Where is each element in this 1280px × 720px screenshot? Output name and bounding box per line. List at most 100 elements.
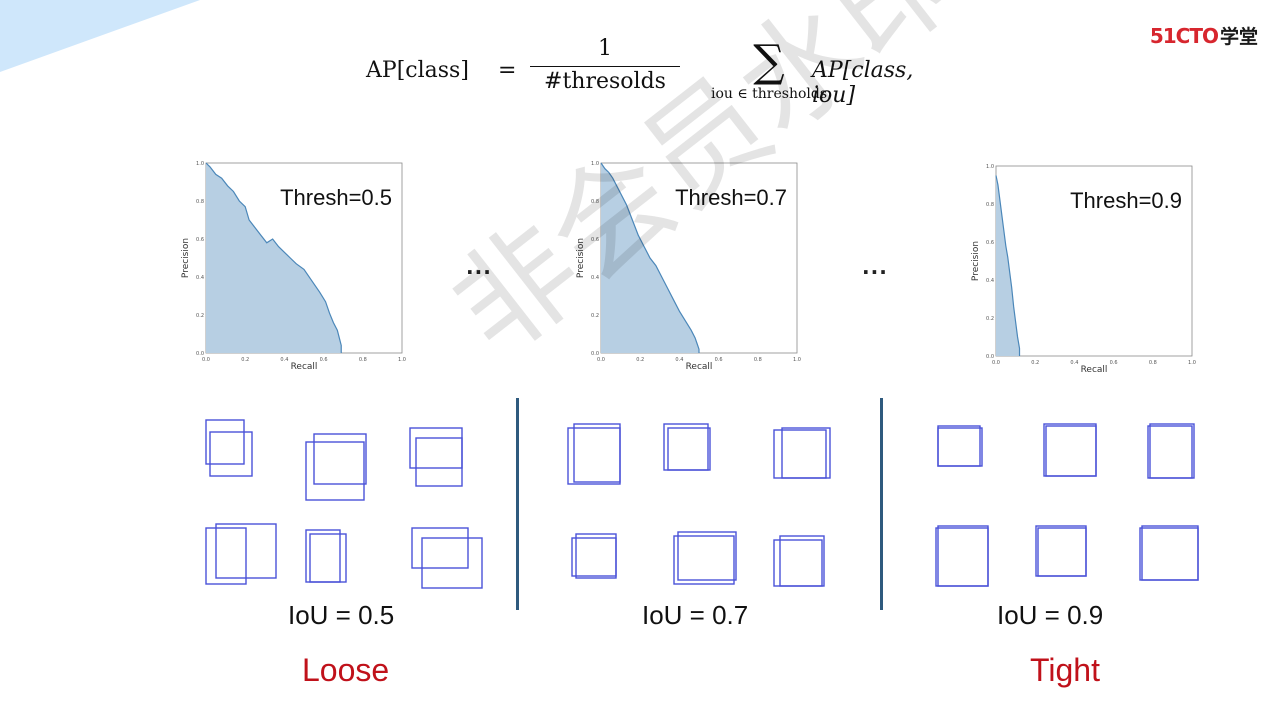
formula-denominator: #thresolds [544, 69, 666, 94]
pr-curve [205, 162, 342, 353]
pr-chart-thresh-0-5: 0.0 0.2 0.4 0.6 0.8 1.0 0.0 0.2 0.4 0.6 0.8 1.0 Reca… [181, 161, 406, 372]
iou-label-mid: IoU = 0.7 [642, 600, 749, 630]
bbox [1037, 527, 1087, 577]
formula-rhs-args: [class, iou] [812, 58, 914, 108]
iou-label-tight: IoU = 0.9 [997, 600, 1104, 630]
y-tick-label: 0.6 [591, 237, 599, 243]
x-tick-label: 0.8 [754, 357, 762, 363]
corner-decoration [0, 0, 200, 72]
y-tick-label: 0.4 [591, 275, 599, 281]
pr-curve [995, 175, 1021, 356]
ellipsis-1: ... [466, 255, 492, 279]
formula-rhs-prefix: AP [812, 58, 843, 83]
bbox [573, 423, 621, 483]
pr-area [206, 163, 342, 353]
bbox [937, 525, 989, 587]
bbox [571, 537, 617, 577]
y-tick-label: 1.0 [196, 161, 204, 167]
y-tick-label: 0.2 [196, 313, 204, 319]
column-divider-1 [516, 398, 519, 610]
bbox [1147, 425, 1193, 479]
plot-frame [995, 165, 1193, 357]
bbox [313, 433, 367, 485]
caption-tight: Tight [1030, 652, 1100, 688]
y-tick-label: 0.8 [986, 202, 994, 208]
bbox [937, 425, 981, 467]
bbox [781, 427, 831, 479]
bbox [305, 529, 341, 583]
bbox [1149, 423, 1195, 479]
bbox [421, 537, 483, 589]
x-axis-label: Recall [291, 362, 318, 372]
bbox [1139, 527, 1199, 581]
x-tick-label: 1.0 [398, 357, 406, 363]
pr-chart-thresh-0-9: 0.0 0.2 0.4 0.6 0.8 1.0 0.0 0.2 0.4 0.6 0.8 1.0 Reca… [971, 164, 1196, 375]
bbox [935, 527, 989, 587]
bounding-box-examples [205, 419, 1199, 589]
logo-suffix: 学堂 [1219, 26, 1258, 48]
y-tick-label: 0.0 [591, 351, 599, 357]
y-tick-label: 0.8 [591, 199, 599, 205]
y-tick-label: 0.0 [196, 351, 204, 357]
chart-title: Thresh=0.7 [675, 185, 787, 210]
bbox [773, 539, 823, 587]
bbox [567, 427, 621, 485]
x-tick-label: 0.2 [1031, 360, 1039, 366]
ellipsis-2: ... [862, 255, 888, 279]
y-tick-label: 0.8 [196, 199, 204, 205]
x-tick-label: 0.0 [992, 360, 1000, 366]
bbox [309, 533, 347, 583]
x-tick-label: 0.4 [280, 357, 288, 363]
x-tick-label: 0.8 [359, 357, 367, 363]
chart-title: Thresh=0.9 [1070, 188, 1182, 213]
bbox [415, 437, 463, 487]
bbox [677, 531, 737, 581]
x-axis-label: Recall [1081, 365, 1108, 375]
x-tick-label: 0.6 [1110, 360, 1118, 366]
x-tick-label: 0.4 [675, 357, 683, 363]
bbox [1141, 525, 1199, 581]
formula-lhs: AP[class] [366, 58, 469, 83]
bbox [1035, 525, 1087, 577]
y-tick-label: 0.0 [986, 354, 994, 360]
y-tick-label: 0.2 [591, 313, 599, 319]
formula-numerator: 1 [598, 36, 612, 61]
bbox [409, 427, 463, 469]
bbox [667, 427, 711, 471]
y-tick-label: 0.4 [196, 275, 204, 281]
y-tick-label: 0.2 [986, 316, 994, 322]
bbox [673, 535, 735, 585]
y-tick-label: 0.6 [986, 240, 994, 246]
x-axis-label: Recall [686, 362, 713, 372]
ap-formula: AP[class] = 1 #thresolds ∑ iou ∈ thresho… [340, 30, 940, 120]
x-tick-label: 0.0 [202, 357, 210, 363]
bbox [411, 527, 469, 569]
brand-logo: 51CTO 学堂 [1150, 22, 1258, 49]
iou-label-loose: IoU = 0.5 [288, 600, 395, 630]
formula-equals: = [498, 58, 517, 83]
bbox [205, 527, 247, 585]
bbox [575, 533, 617, 579]
x-tick-label: 0.2 [636, 357, 644, 363]
bbox [205, 419, 245, 465]
bbox [209, 431, 253, 477]
caption-loose: Loose [302, 652, 390, 688]
x-tick-label: 1.0 [793, 357, 801, 363]
y-axis-label: Precision [971, 241, 981, 281]
y-tick-label: 1.0 [591, 161, 599, 167]
column-divider-2 [880, 398, 883, 610]
sum-symbol: ∑ [753, 36, 785, 87]
bbox [305, 441, 365, 501]
y-tick-label: 1.0 [986, 164, 994, 170]
formula-fraction: 1 #thresolds [530, 36, 680, 94]
y-axis-label: Precision [181, 238, 191, 278]
x-tick-label: 0.6 [715, 357, 723, 363]
chart-title: Thresh=0.5 [280, 185, 392, 210]
bbox [215, 523, 277, 579]
formula-rhs: AP[class, iou] [812, 58, 940, 108]
pr-curve [600, 162, 700, 353]
sum-subscript: iou ∈ thresholds [710, 86, 828, 102]
x-tick-label: 0.2 [241, 357, 249, 363]
y-tick-label: 0.4 [986, 278, 994, 284]
bbox [1045, 425, 1097, 477]
